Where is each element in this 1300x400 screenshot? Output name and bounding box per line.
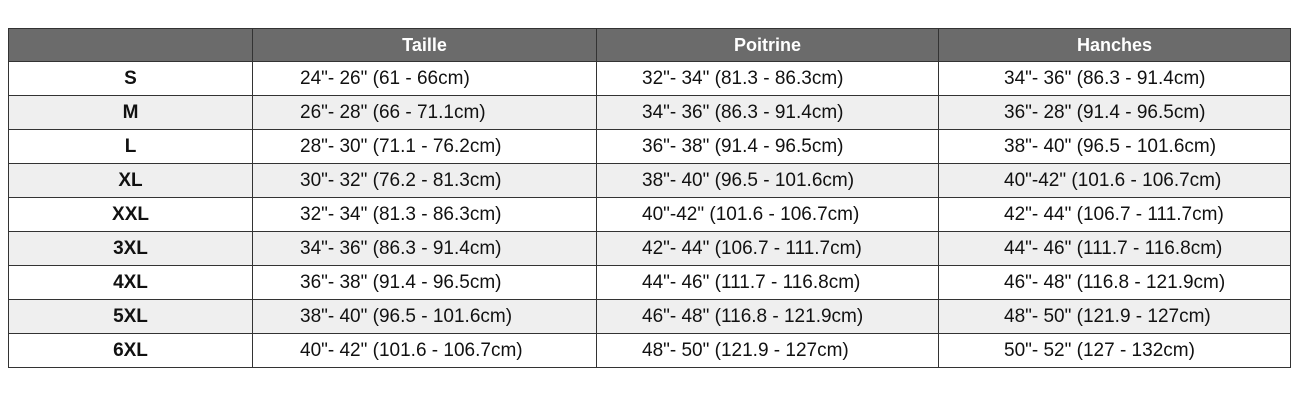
size-cell: 3XL: [8, 231, 253, 266]
measure-cell: 40"-42" (101.6 - 106.7cm): [938, 163, 1291, 198]
size-cell: XL: [8, 163, 253, 198]
size-cell: 4XL: [8, 265, 253, 300]
measure-cell: 44"- 46" (111.7 - 116.8cm): [596, 265, 939, 300]
table-row: 6XL 40"- 42" (101.6 - 106.7cm) 48"- 50" (1…: [8, 333, 1291, 368]
table-row: XXL 32"- 34" (81.3 - 86.3cm) 40"-42" (101.…: [8, 197, 1291, 232]
size-table: Taille Poitrine Hanches S 24"- 26" (61 - …: [8, 28, 1291, 368]
measure-cell: 50"- 52" (127 - 132cm): [938, 333, 1291, 368]
table-row: 3XL 34"- 36" (86.3 - 91.4cm) 42"- 44" (106…: [8, 231, 1291, 266]
measure-cell: 40"-42" (101.6 - 106.7cm): [596, 197, 939, 232]
measure-cell: 48"- 50" (121.9 - 127cm): [596, 333, 939, 368]
size-cell: M: [8, 95, 253, 130]
measure-cell: 46"- 48" (116.8 - 121.9cm): [938, 265, 1291, 300]
size-cell: XXL: [8, 197, 253, 232]
header-cell: Poitrine: [596, 28, 939, 62]
header-cell: Taille: [252, 28, 597, 62]
measure-cell: 32"- 34" (81.3 - 86.3cm): [252, 197, 597, 232]
measure-cell: 38"- 40" (96.5 - 101.6cm): [596, 163, 939, 198]
measure-cell: 36"- 38" (91.4 - 96.5cm): [596, 129, 939, 164]
table-row: M 26"- 28" (66 - 71.1cm) 34"- 36" (86.3 - …: [8, 95, 1291, 130]
measure-cell: 42"- 44" (106.7 - 111.7cm): [938, 197, 1291, 232]
measure-cell: 40"- 42" (101.6 - 106.7cm): [252, 333, 597, 368]
size-cell: 6XL: [8, 333, 253, 368]
table-row: S 24"- 26" (61 - 66cm) 32"- 34" (81.3 - 86…: [8, 61, 1291, 96]
measure-cell: 38"- 40" (96.5 - 101.6cm): [938, 129, 1291, 164]
measure-cell: 44"- 46" (111.7 - 116.8cm): [938, 231, 1291, 266]
measure-cell: 28"- 30" (71.1 - 76.2cm): [252, 129, 597, 164]
measure-cell: 36"- 38" (91.4 - 96.5cm): [252, 265, 597, 300]
measure-cell: 46"- 48" (116.8 - 121.9cm): [596, 299, 939, 334]
size-cell: L: [8, 129, 253, 164]
measure-cell: 24"- 26" (61 - 66cm): [252, 61, 597, 96]
header-cell: Hanches: [938, 28, 1291, 62]
size-cell: S: [8, 61, 253, 96]
header-cell: [8, 28, 253, 62]
measure-cell: 32"- 34" (81.3 - 86.3cm): [596, 61, 939, 96]
measure-cell: 42"- 44" (106.7 - 111.7cm): [596, 231, 939, 266]
measure-cell: 38"- 40" (96.5 - 101.6cm): [252, 299, 597, 334]
measure-cell: 30"- 32" (76.2 - 81.3cm): [252, 163, 597, 198]
table-row: XL 30"- 32" (76.2 - 81.3cm) 38"- 40" (96.5…: [8, 163, 1291, 198]
measure-cell: 34"- 36" (86.3 - 91.4cm): [596, 95, 939, 130]
table-row: L 28"- 30" (71.1 - 76.2cm) 36"- 38" (91.4 …: [8, 129, 1291, 164]
size-cell: 5XL: [8, 299, 253, 334]
table-row: 5XL 38"- 40" (96.5 - 101.6cm) 46"- 48" (11…: [8, 299, 1291, 334]
measure-cell: 36"- 28" (91.4 - 96.5cm): [938, 95, 1291, 130]
header-row: Taille Poitrine Hanches: [8, 28, 1291, 62]
measure-cell: 48"- 50" (121.9 - 127cm): [938, 299, 1291, 334]
table-row: 4XL 36"- 38" (91.4 - 96.5cm) 44"- 46" (111…: [8, 265, 1291, 300]
table-header: Taille Poitrine Hanches: [8, 28, 1291, 62]
measure-cell: 34"- 36" (86.3 - 91.4cm): [938, 61, 1291, 96]
measure-cell: 26"- 28" (66 - 71.1cm): [252, 95, 597, 130]
measure-cell: 34"- 36" (86.3 - 91.4cm): [252, 231, 597, 266]
table-body: S 24"- 26" (61 - 66cm) 32"- 34" (81.3 - 86…: [8, 61, 1291, 368]
